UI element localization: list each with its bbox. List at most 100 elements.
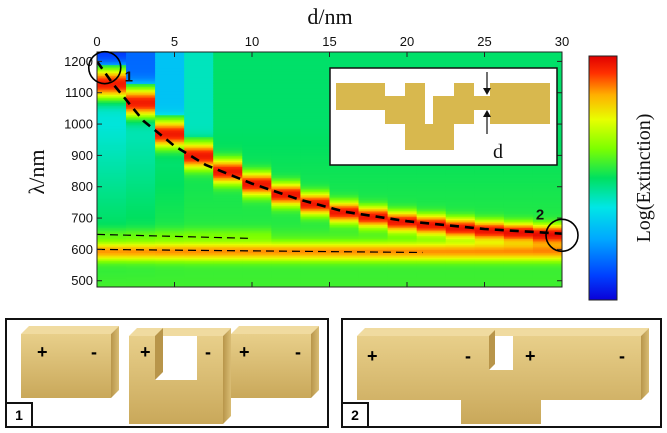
heatmap-cell (474, 66, 505, 69)
heatmap-cell (271, 155, 302, 158)
heatmap-cell (184, 149, 214, 152)
heatmap-cell (155, 91, 185, 94)
heatmap-cell (213, 160, 243, 163)
heatmap-cell (184, 218, 214, 221)
heatmap-cell (358, 56, 389, 59)
heatmap-cell (213, 72, 243, 75)
heatmap-cell (503, 203, 534, 207)
heatmap-cell (97, 178, 127, 182)
heatmap-cell (329, 283, 360, 287)
heatmap-cell (271, 225, 302, 229)
heatmap-cell (474, 271, 505, 274)
heatmap-cell (126, 274, 156, 277)
heatmap-cell (532, 249, 562, 252)
heatmap-cell (155, 277, 185, 280)
heatmap-cell (242, 139, 272, 142)
heatmap-cell (126, 109, 156, 113)
heatmap-cell (503, 230, 534, 233)
heatmap-cell (271, 244, 302, 247)
heatmap-cell (329, 221, 360, 224)
heatmap-cell (300, 130, 331, 133)
heatmap-cell (97, 263, 127, 266)
heatmap-cell (242, 193, 272, 196)
heatmap-cell (387, 175, 418, 178)
heatmap-cell (271, 163, 302, 166)
heatmap-cell (503, 241, 534, 244)
heatmap-cell (416, 61, 447, 64)
heatmap-cell (532, 246, 562, 249)
heatmap-cell (271, 141, 302, 144)
heatmap-cell (300, 211, 331, 214)
heatmap-cell (126, 108, 156, 111)
heatmap-cell (97, 205, 127, 208)
heatmap-cell (126, 194, 156, 197)
heatmap-cell (271, 158, 302, 161)
heatmap-cell (155, 260, 185, 263)
heatmap-cell (387, 219, 418, 222)
heatmap-cell (503, 185, 534, 188)
heatmap-cell (97, 254, 127, 257)
heatmap-cell (474, 211, 505, 214)
heatmap-cell (532, 52, 562, 55)
heatmap-cell (329, 174, 360, 177)
heatmap-cell (184, 133, 214, 136)
heatmap-cell (445, 238, 476, 241)
heatmap-cell (474, 232, 505, 235)
heatmap-cell (300, 153, 331, 156)
heatmap-cell (126, 53, 156, 56)
heatmap-cell (184, 80, 214, 83)
heatmap-cell (416, 222, 447, 225)
heatmap-cell (213, 202, 243, 205)
heatmap-cell (503, 214, 534, 218)
heatmap-cell (358, 205, 389, 208)
heatmap-cell (474, 64, 505, 67)
heatmap-cell (329, 236, 360, 240)
heatmap-cell (97, 144, 127, 147)
heatmap-cell (416, 194, 447, 197)
heatmap-cell (97, 142, 127, 146)
heatmap-cell (155, 208, 185, 211)
heatmap-cell (97, 106, 127, 109)
heatmap-cell (126, 146, 156, 149)
heatmap-cell (300, 59, 331, 62)
heatmap-cell (184, 207, 214, 210)
heatmap-cell (532, 255, 562, 258)
heatmap-cell (242, 210, 272, 213)
heatmap-cell (184, 255, 214, 258)
heatmap-cell (474, 247, 505, 250)
heatmap-cell (126, 214, 156, 218)
heatmap-cell (387, 241, 418, 244)
heatmap-cell (213, 155, 243, 158)
heatmap-cell (242, 120, 272, 124)
heatmap-cell (416, 225, 447, 229)
heatmap-cell (97, 282, 127, 285)
heatmap-cell (155, 252, 185, 255)
heatmap-cell (532, 166, 562, 169)
heatmap-cell (387, 221, 418, 224)
heatmap-cell (358, 268, 389, 271)
heatmap-cell (97, 214, 127, 218)
heatmap-cell (184, 89, 214, 92)
heatmap-cell (271, 193, 302, 196)
heatmap-cell (242, 102, 272, 105)
heatmap-cell (271, 175, 302, 178)
heatmap-cell (242, 95, 272, 99)
heatmap-cell (126, 169, 156, 172)
heatmap-cell (155, 84, 185, 88)
heatmap-cell (155, 97, 185, 100)
heatmap-cell (213, 246, 243, 249)
heatmap-cell (155, 224, 185, 227)
heatmap-cell (242, 185, 272, 188)
heatmap-cell (271, 58, 302, 61)
heatmap-cell (271, 150, 302, 153)
heatmap-cell (155, 116, 185, 119)
heatmap-cell (300, 128, 331, 131)
heatmap-cell (387, 276, 418, 279)
heatmap-cell (358, 164, 389, 167)
heatmap-cell (358, 266, 389, 269)
heatmap-cell (503, 205, 534, 208)
heatmap-cell (503, 199, 534, 202)
heatmap-cell (474, 180, 505, 183)
heatmap-cell (126, 156, 156, 160)
heatmap-cell (474, 171, 505, 174)
